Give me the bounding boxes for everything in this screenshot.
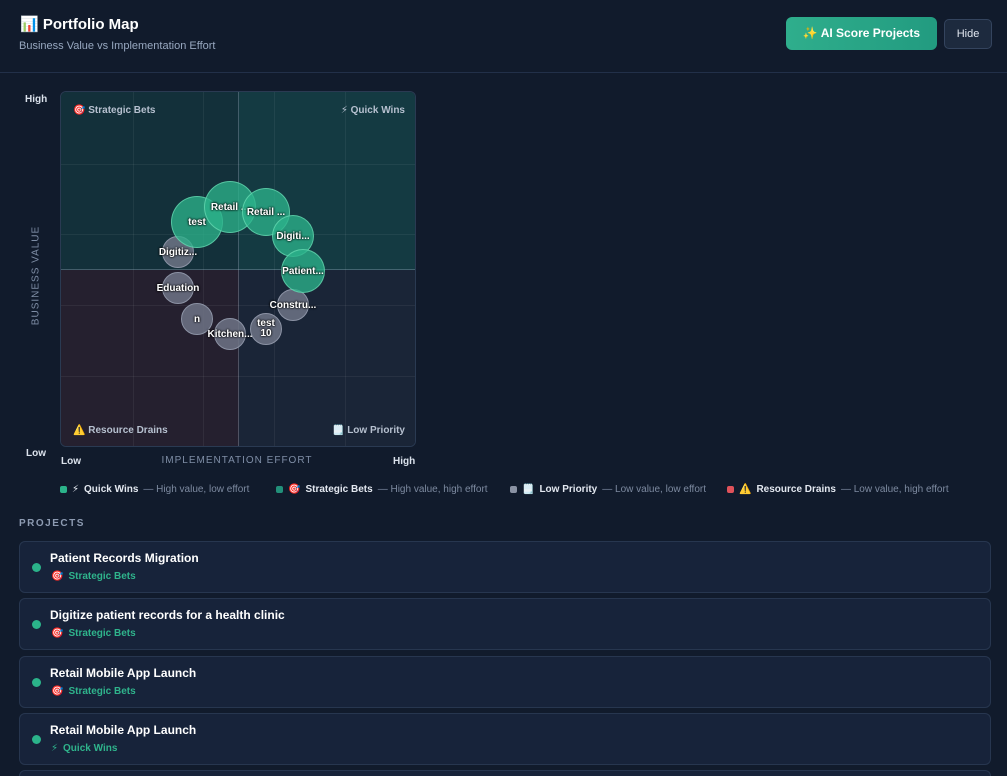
label: Quick Wins (63, 743, 118, 754)
label: Strategic Bets (88, 105, 156, 116)
status-dot (32, 735, 41, 744)
y-axis-label: BUSINESS VALUE (30, 225, 42, 326)
icon: ⚠️ (739, 484, 752, 495)
grid-line (274, 92, 275, 446)
project-category: 🎯 Strategic Bets (51, 628, 136, 639)
grid-line (61, 305, 415, 306)
label: Low Priority (539, 484, 598, 495)
project-category: 🎯 Strategic Bets (51, 571, 136, 582)
icon: 🎯 (288, 484, 301, 495)
label: Resource Drains (88, 425, 168, 436)
icon: ⚡ (340, 105, 348, 116)
icon: 🎯 (51, 686, 64, 697)
status-dot (32, 563, 41, 572)
project-title: Retail Mobile App Launch (50, 666, 197, 680)
header: 📊 Portfolio Map Business Value vs Implem… (0, 0, 1007, 73)
swatch (60, 486, 67, 493)
project-card[interactable]: Patient Records Migration 🎯 Strategic Bets (19, 541, 991, 593)
ai-score-button[interactable]: ✨ AI Score Projects (786, 17, 937, 50)
quadrant-label: ⚠️ Resource Drains (73, 425, 168, 436)
project-card[interactable]: Digitize patient records for a health cl… (19, 598, 991, 650)
subtitle: Business Value vs Implementation Effort (19, 40, 216, 52)
bubble[interactable]: Constru... (270, 289, 316, 321)
x-axis-label: IMPLEMENTATION EFFORT (161, 455, 313, 466)
description: — Low value, high effort (840, 484, 949, 495)
project-title: Patient Records Migration (50, 551, 199, 565)
quadrant-strategic (61, 92, 239, 270)
icon: 🗒️ (522, 484, 535, 495)
bubble[interactable]: Patient... (281, 249, 325, 293)
quadrant-label: 🎯 Strategic Bets (73, 105, 155, 116)
swatch (276, 486, 283, 493)
status-dot (32, 620, 41, 629)
portfolio-map: 🎯 Strategic Bets ⚡ Quick Wins ⚠️ Resourc… (60, 91, 416, 447)
label: Strategic Bets (68, 628, 136, 639)
grid-line (345, 92, 346, 446)
description: — Low value, low effort (602, 484, 707, 495)
y-low: Low (26, 448, 46, 459)
project-title: Digitize patient records for a health cl… (50, 608, 285, 622)
swatch (510, 486, 517, 493)
icon: ⚡ (72, 484, 80, 495)
title: Portfolio Map (42, 16, 139, 33)
project-card[interactable]: Retail Mobile App Launch ⚡ Quick Wins (19, 713, 991, 765)
label: Quick Wins (350, 105, 405, 116)
quadrant-low (239, 270, 415, 446)
icon: ⚠️ (73, 425, 86, 436)
project-category: ⚡ Quick Wins (51, 743, 117, 754)
label: Strategic Bets (305, 484, 373, 495)
quadrant-label: 🗒️ Low Priority (332, 425, 405, 436)
quadrant-drains (61, 270, 239, 446)
legend-item: 🗒️ Low Priority — Low value, low effort (510, 484, 706, 495)
description: — High value, low effort (143, 484, 250, 495)
mid-line (238, 92, 239, 446)
icon: ⚡ (51, 743, 59, 754)
label: Resource Drains (756, 484, 836, 495)
x-low: Low (61, 456, 81, 467)
grid-line (61, 164, 415, 165)
grid-line (61, 234, 415, 235)
bubble[interactable]: n (181, 303, 213, 335)
project-category: 🎯 Strategic Bets (51, 686, 136, 697)
hide-button[interactable]: Hide (944, 19, 992, 49)
project-title: Retail Mobile App Launch (50, 723, 197, 737)
icon: 🗒️ (331, 425, 345, 436)
project-card[interactable] (19, 770, 991, 776)
project-card[interactable]: Retail Mobile App Launch 🎯 Strategic Bets (19, 656, 991, 708)
y-high: High (25, 94, 48, 105)
bubble[interactable]: Kitchen... (208, 318, 253, 350)
quadrant-label: ⚡ Quick Wins (341, 105, 405, 116)
mid-line (61, 269, 415, 270)
legend-item: 🎯 Strategic Bets — High value, high effort (276, 484, 488, 495)
legend-item: ⚠️ Resource Drains — Low value, high effor… (727, 484, 949, 495)
bubble[interactable]: Eduation (157, 272, 199, 304)
grid-line (133, 92, 134, 446)
label: Low Priority (347, 425, 405, 436)
swatch (727, 486, 734, 493)
grid-line (203, 92, 204, 446)
label: Quick Wins (84, 484, 139, 495)
quadrant-quick (239, 92, 415, 270)
projects-heading: PROJECTS (19, 518, 85, 529)
bubble[interactable]: test 10 (250, 313, 282, 345)
legend-item: ⚡ Quick Wins — High value, low effort (60, 484, 249, 495)
title-row: 📊 Portfolio Map (20, 15, 139, 33)
icon: 🎯 (73, 105, 86, 116)
description: — High value, high effort (377, 484, 488, 495)
icon: 🎯 (51, 628, 64, 639)
title-icon: 📊 (20, 16, 39, 33)
label: Strategic Bets (68, 686, 136, 697)
label: Strategic Bets (68, 571, 136, 582)
icon: 🎯 (51, 571, 64, 582)
x-high: High (393, 456, 416, 467)
status-dot (32, 678, 41, 687)
grid-line (61, 376, 415, 377)
